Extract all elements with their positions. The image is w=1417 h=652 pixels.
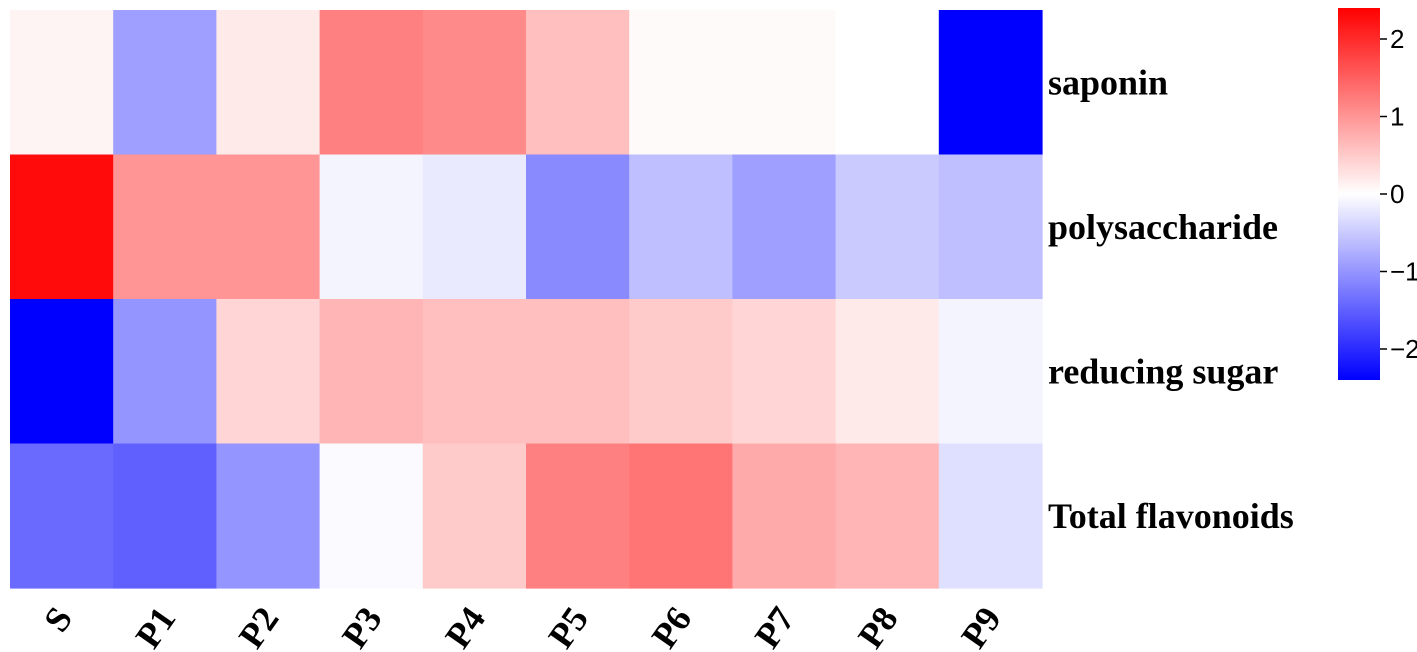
heatmap-cell-saponin-p6 (629, 10, 733, 156)
heatmap-cell-total-flavonoids-p3 (319, 443, 424, 589)
heatmap-cell-polysaccharide-p3 (319, 154, 424, 300)
heatmap-cell-polysaccharide-p7 (732, 154, 837, 300)
row-label: Total flavonoids (1048, 496, 1294, 536)
heatmap-cell-total-flavonoids-p5 (526, 443, 630, 589)
heatmap-cell-reducing-sugar-p2 (216, 299, 321, 445)
heatmap-cell-polysaccharide-p6 (629, 154, 733, 300)
colorbar-tick-label: −2 (1390, 334, 1417, 364)
heatmap-cell-total-flavonoids-p6 (629, 443, 733, 589)
row-labels: saponin polysaccharide reducing sugar Total… (1048, 62, 1294, 536)
column-label: P5 (540, 600, 596, 652)
heatmap-cell-reducing-sugar-p8 (835, 299, 940, 445)
heatmap-cell-polysaccharide-p8 (835, 154, 940, 300)
colorbar: 2 1 0 −1 −2 (1338, 8, 1417, 380)
column-label: P6 (644, 600, 700, 652)
column-label: P7 (747, 600, 803, 652)
row-label: saponin (1048, 62, 1168, 102)
heatmap-cell-total-flavonoids-p9 (938, 443, 1043, 589)
heatmap-cell-total-flavonoids-p8 (835, 443, 940, 589)
heatmap-cell-reducing-sugar-p6 (629, 299, 733, 445)
colorbar-tick-label: 2 (1390, 24, 1404, 54)
heatmap-cell-total-flavonoids-p2 (216, 443, 321, 589)
heatmap-cell-saponin-p9 (938, 10, 1043, 156)
column-label: P3 (334, 600, 390, 652)
colorbar-tick-label: 1 (1390, 102, 1404, 132)
heatmap-cell-reducing-sugar-p3 (319, 299, 424, 445)
heatmap-cell-saponin-p7 (732, 10, 837, 156)
column-label: P8 (850, 600, 906, 652)
heatmap-cell-saponin-p3 (319, 10, 424, 156)
heatmap-cells (10, 10, 1043, 589)
heatmap-cell-reducing-sugar-p9 (938, 299, 1043, 445)
column-label: P2 (231, 600, 287, 652)
heatmap-cell-saponin-p5 (526, 10, 630, 156)
heatmap-cell-reducing-sugar-p1 (113, 299, 217, 445)
row-label: reducing sugar (1048, 351, 1278, 391)
heatmap-cell-polysaccharide-p4 (422, 154, 527, 300)
column-label: P4 (437, 600, 493, 652)
column-labels: S P1 P2 P3 P4 P5 P6 P7 P8 P9 (36, 600, 1009, 652)
heatmap-cell-saponin-p4 (422, 10, 527, 156)
heatmap-cell-polysaccharide-p9 (938, 154, 1043, 300)
colorbar-gradient (1338, 8, 1380, 380)
heatmap-cell-polysaccharide-p2 (216, 154, 321, 300)
column-label: P1 (128, 600, 184, 652)
heatmap-cell-saponin-p1 (113, 10, 217, 156)
heatmap-cell-reducing-sugar-p4 (422, 299, 527, 445)
heatmap-cell-saponin-s (10, 10, 114, 156)
column-label: S (36, 600, 80, 639)
heatmap-cell-reducing-sugar-p5 (526, 299, 630, 445)
heatmap-cell-total-flavonoids-p4 (422, 443, 527, 589)
heatmap-cell-reducing-sugar-s (10, 299, 114, 445)
heatmap-cell-saponin-p8 (835, 10, 940, 156)
heatmap-cell-polysaccharide-s (10, 154, 114, 300)
colorbar-tick-label: −1 (1390, 257, 1417, 287)
heatmap-cell-total-flavonoids-p1 (113, 443, 217, 589)
colorbar-tick-label: 0 (1390, 179, 1404, 209)
heatmap-cell-polysaccharide-p5 (526, 154, 630, 300)
row-label: polysaccharide (1048, 207, 1278, 247)
heatmap-cell-polysaccharide-p1 (113, 154, 217, 300)
column-label: P9 (953, 600, 1009, 652)
heatmap-cell-reducing-sugar-p7 (732, 299, 837, 445)
heatmap-cell-saponin-p2 (216, 10, 321, 156)
heatmap-cell-total-flavonoids-s (10, 443, 114, 589)
heatmap-cell-total-flavonoids-p7 (732, 443, 837, 589)
